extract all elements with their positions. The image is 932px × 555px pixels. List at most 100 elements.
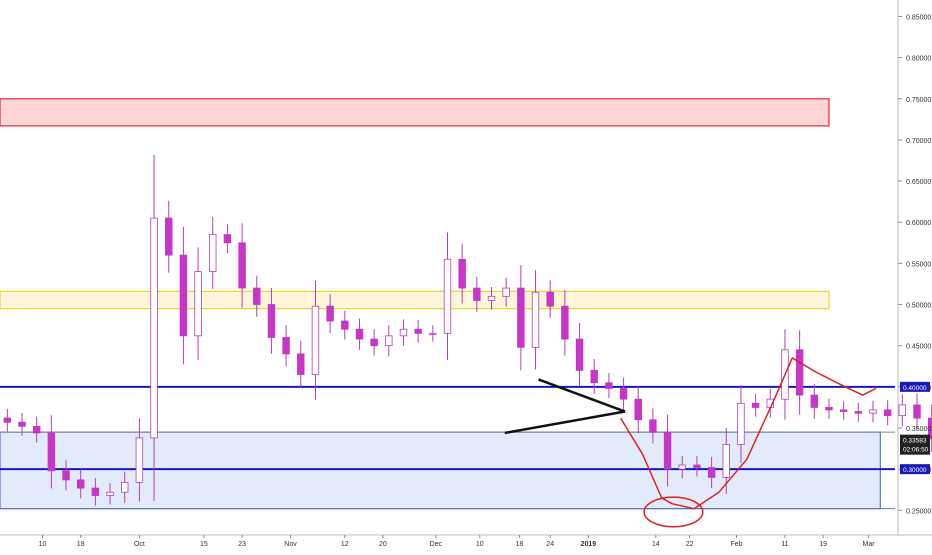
candle-body [883, 409, 892, 417]
y-tick-label: 0.25000 [906, 508, 931, 515]
candle [619, 377, 628, 411]
x-tick-label: Oct [134, 541, 145, 548]
candle [575, 323, 584, 387]
candle-body [62, 470, 70, 481]
y-tick-label: 0.75000 [906, 97, 931, 104]
candle-body [839, 409, 848, 412]
candle-body [399, 328, 408, 337]
last-price-badge: 0.33583 02:06:50 [900, 434, 930, 455]
x-tick-label: 14 [652, 541, 660, 548]
candle-body [913, 404, 921, 419]
candle-body [91, 487, 100, 496]
y-tick-label: 0.55000 [906, 261, 931, 268]
candle-body [238, 242, 246, 289]
x-tick-label: 23 [238, 541, 246, 548]
triangle-upper-line [538, 378, 626, 413]
candle [223, 224, 232, 254]
candle-body [253, 287, 261, 305]
candle-body [385, 335, 393, 347]
candle-body [869, 409, 877, 414]
price-badge-1-bg [900, 464, 930, 475]
candle [590, 359, 598, 395]
candle-body [18, 421, 26, 427]
candle-body [854, 411, 863, 414]
candle-body [414, 328, 422, 334]
y-tick-label: 0.80000 [906, 56, 931, 63]
candle [531, 270, 540, 370]
triangle-pattern[interactable] [504, 378, 626, 435]
candle [106, 483, 114, 505]
candle-body [546, 291, 554, 307]
zone-resistance-mid[interactable] [0, 290, 830, 310]
candle-body [707, 467, 716, 478]
candle-body [355, 328, 364, 340]
candle [150, 154, 158, 502]
candle [414, 319, 422, 343]
candle-body [473, 287, 481, 301]
candle-body [341, 320, 349, 330]
candle [869, 400, 877, 423]
candle-body [487, 295, 496, 301]
y-tick-label: 0.35000 [906, 426, 931, 433]
candle-body [678, 464, 686, 470]
candle [135, 418, 144, 502]
y-tick-label: 0.60000 [906, 220, 931, 227]
x-tick-label: Nov [284, 541, 297, 548]
y-tick-label: 0.70000 [906, 138, 931, 145]
candle-body [458, 258, 466, 289]
candle-body [531, 291, 540, 348]
candle [693, 456, 701, 477]
candle-body [209, 234, 217, 273]
candle [282, 325, 290, 367]
candle-body [898, 404, 907, 417]
candle [443, 232, 452, 361]
candle [839, 401, 848, 421]
candle-body [326, 305, 334, 322]
candle [854, 402, 863, 422]
x-tick-label: 24 [546, 541, 554, 548]
x-tick-label: 10 [476, 541, 484, 548]
candle-body [297, 353, 305, 375]
candle [76, 469, 85, 499]
candle-body [282, 337, 290, 355]
x-tick-label: 18 [515, 541, 523, 548]
candle-body [32, 425, 41, 434]
x-tick-label: 15 [200, 541, 208, 548]
candle [913, 393, 921, 430]
candle [238, 223, 246, 308]
candle-body [737, 402, 745, 445]
candle-body [575, 338, 584, 371]
x-tick-label: 20 [379, 541, 387, 548]
candle-body [590, 369, 598, 384]
x-tick-label: 2019 [581, 541, 597, 548]
candle-body [561, 305, 569, 340]
candle [32, 416, 41, 443]
x-tick-label: 11 [781, 541, 788, 548]
zone-resistance-high[interactable] [0, 98, 830, 127]
candle [18, 412, 26, 436]
x-tick-label: 19 [819, 541, 827, 548]
candle [355, 318, 364, 350]
candle-body [517, 287, 525, 348]
candle-body [76, 479, 85, 489]
candle-body [370, 338, 378, 347]
candle [194, 247, 202, 361]
candle-body [223, 234, 232, 244]
price-badge-0-bg [900, 381, 930, 392]
candle-body [663, 431, 672, 470]
price-badge-1-text: 0.30000 [903, 467, 927, 474]
target-ellipse[interactable] [643, 496, 704, 528]
candle-body [810, 394, 819, 408]
x-tick-label: Mar [863, 541, 876, 548]
candle [165, 200, 173, 273]
last-price-countdown: 02:06:50 [903, 447, 929, 454]
candle-body [165, 217, 173, 256]
candle [663, 414, 672, 487]
candle-body [619, 388, 628, 400]
zone-support[interactable] [0, 431, 881, 510]
candle [62, 460, 70, 491]
triangle-lower-line [504, 410, 626, 435]
candle-body [795, 349, 804, 396]
